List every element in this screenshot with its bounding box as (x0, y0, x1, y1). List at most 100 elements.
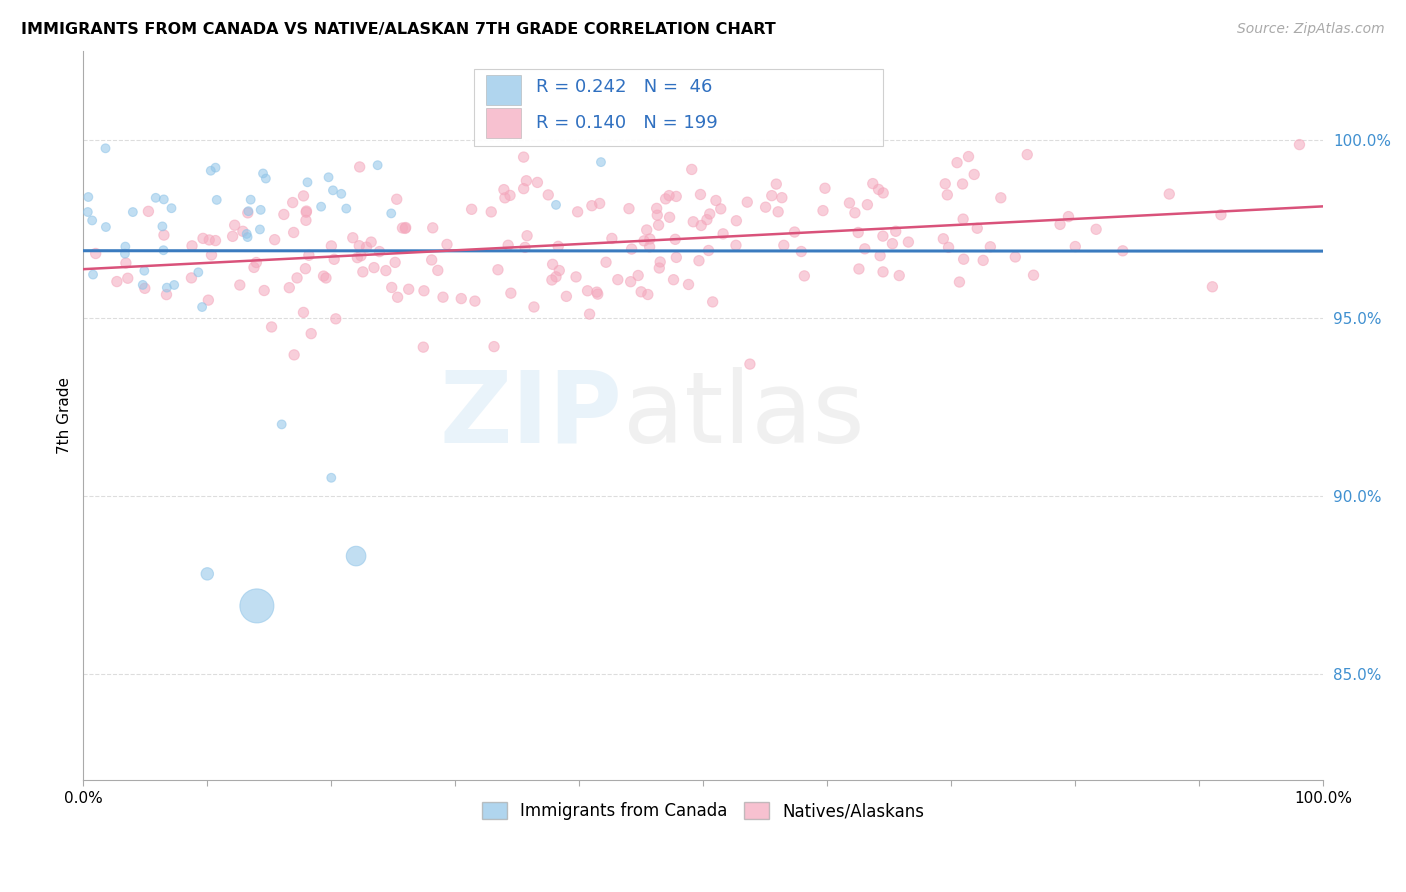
Point (426, 263, 449, 277)
Point (512, 181, 534, 195)
Point (697, 244, 720, 258)
Point (195, 566, 218, 581)
Point (381, 280, 404, 294)
Point (145, 191, 167, 205)
Point (966, 221, 988, 235)
Point (153, 228, 176, 243)
Point (846, 226, 869, 240)
Point (238, 204, 260, 219)
Point (239, 193, 262, 207)
Point (121, 205, 143, 219)
Point (82, 268, 104, 282)
Point (638, 232, 661, 246)
Point (236, 206, 259, 220)
Point (198, 233, 221, 247)
Point (394, 221, 416, 235)
Point (294, 261, 316, 276)
Point (114, 239, 136, 253)
Point (249, 222, 271, 236)
Point (295, 205, 318, 219)
Point (191, 231, 214, 245)
Point (246, 599, 269, 613)
Point (772, 238, 794, 252)
Point (380, 206, 402, 220)
Point (645, 208, 668, 222)
Point (662, 273, 685, 287)
Text: ZIP: ZIP (440, 367, 623, 464)
Point (1201, 280, 1223, 294)
Point (578, 307, 600, 321)
Point (555, 289, 578, 303)
Point (650, 255, 672, 269)
Point (132, 277, 155, 292)
Point (581, 199, 603, 213)
Point (138, 204, 160, 219)
Point (512, 150, 534, 164)
Point (1288, 137, 1310, 152)
Point (630, 285, 652, 299)
Point (229, 278, 252, 293)
Point (766, 204, 789, 219)
Y-axis label: 7th Grade: 7th Grade (58, 377, 72, 454)
Point (1017, 147, 1039, 161)
Point (191, 300, 214, 314)
Point (197, 293, 219, 307)
Point (665, 251, 688, 265)
Point (499, 286, 522, 301)
Point (321, 239, 343, 253)
Point (725, 213, 748, 227)
Point (526, 176, 548, 190)
Point (844, 206, 866, 220)
Point (704, 194, 727, 208)
Point (761, 188, 783, 202)
Point (391, 221, 413, 235)
Point (936, 187, 959, 202)
Text: R = 0.140   N = 199: R = 0.140 N = 199 (536, 114, 717, 132)
Point (387, 290, 409, 304)
Point (350, 249, 373, 263)
Point (292, 305, 315, 319)
Point (648, 260, 671, 275)
Point (814, 181, 837, 195)
Text: IMMIGRANTS FROM CANADA VS NATIVE/ALASKAN 7TH GRADE CORRELATION CHART: IMMIGRANTS FROM CANADA VS NATIVE/ALASKAN… (21, 22, 776, 37)
Point (862, 177, 884, 191)
Point (295, 204, 318, 219)
Point (368, 244, 391, 259)
Point (595, 255, 617, 269)
Point (295, 213, 318, 227)
Point (432, 290, 454, 304)
Point (946, 155, 969, 169)
Text: Source: ZipAtlas.com: Source: ZipAtlas.com (1237, 22, 1385, 37)
Point (645, 202, 668, 216)
Point (689, 187, 711, 202)
Point (1049, 218, 1071, 232)
Point (856, 197, 879, 211)
Point (783, 225, 806, 239)
Point (872, 265, 894, 279)
Point (117, 271, 139, 285)
Point (633, 234, 655, 248)
Point (492, 183, 515, 197)
Point (523, 300, 546, 314)
Point (236, 230, 259, 244)
Point (499, 188, 522, 202)
Point (321, 471, 343, 485)
Point (114, 246, 136, 260)
Point (537, 188, 560, 202)
Point (349, 160, 371, 174)
Point (187, 265, 209, 279)
Point (589, 155, 612, 169)
Point (77, 190, 100, 204)
Point (1022, 268, 1045, 282)
Point (600, 231, 623, 245)
Point (952, 252, 974, 267)
Point (221, 229, 243, 244)
Point (115, 256, 138, 270)
Point (420, 252, 443, 267)
Point (360, 235, 382, 249)
Point (541, 257, 564, 271)
Point (957, 150, 980, 164)
Point (576, 284, 599, 298)
Point (84, 246, 107, 260)
Point (253, 284, 276, 298)
